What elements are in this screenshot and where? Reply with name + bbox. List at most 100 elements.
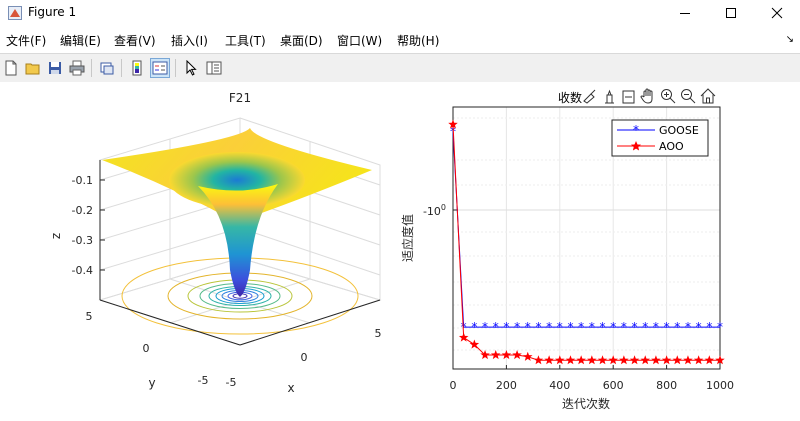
- data-point-goose: *: [642, 320, 648, 334]
- menu-tools[interactable]: 工具(T): [225, 34, 266, 48]
- axes-toolbar-extra: 数: [570, 90, 582, 105]
- colorbar-icon: [132, 60, 142, 76]
- legend-entry-goose: * GOOSE: [617, 123, 699, 137]
- toolbar: [0, 53, 800, 83]
- legend-label-aoo: AOO: [659, 140, 684, 153]
- convergence-plot-box: [452, 106, 721, 370]
- data-point-goose: *: [471, 320, 477, 334]
- data-point-goose: *: [535, 320, 541, 334]
- x-tick-label: -5: [226, 376, 237, 389]
- open-file-button[interactable]: [23, 58, 43, 78]
- x-tick-label: 600: [603, 379, 624, 392]
- data-point-aoo: [448, 119, 458, 129]
- minimize-button[interactable]: [662, 0, 708, 26]
- property-inspector-button[interactable]: [204, 58, 224, 78]
- open-folder-icon: [25, 63, 40, 75]
- convergence-axes[interactable]: * * * * * * * * * * * * * * * * * * * * * * * * * * 0 200 400 600 800…: [400, 88, 734, 411]
- data-point-goose: *: [664, 320, 670, 334]
- data-tips-icon[interactable]: [605, 89, 614, 104]
- brush-icon[interactable]: [583, 89, 596, 104]
- data-point-aoo: [544, 355, 554, 365]
- save-button[interactable]: [45, 58, 65, 78]
- x-axis-label: x: [287, 381, 294, 395]
- matlab-figure-icon: [8, 6, 22, 20]
- data-point-goose: *: [717, 320, 723, 334]
- z-axis-label: z: [49, 233, 63, 239]
- edit-plot-button[interactable]: [181, 58, 201, 78]
- menu-help[interactable]: 帮助(H): [397, 34, 440, 48]
- convergence-x-ticks: 0 200 400 600 800 1000: [450, 365, 734, 392]
- legend[interactable]: * GOOSE AOO: [611, 119, 709, 157]
- link-plot-icon: [100, 62, 114, 75]
- data-point-goose: *: [503, 320, 509, 334]
- data-point-aoo: [672, 355, 683, 365]
- data-point-aoo: [704, 355, 715, 365]
- x-tick-label: 200: [496, 379, 517, 392]
- x-tick-label: 5: [375, 327, 382, 340]
- new-file-icon: [5, 60, 17, 76]
- y-tick-label: -5: [198, 374, 209, 387]
- pan-icon[interactable]: [640, 88, 653, 104]
- series-line-goose: [452, 131, 720, 328]
- data-point-aoo: [523, 351, 533, 361]
- link-plot-button[interactable]: [97, 58, 117, 78]
- x-tick-label: 1000: [706, 379, 734, 392]
- surface-funnel: [198, 184, 278, 297]
- menu-file[interactable]: 文件(F): [6, 34, 47, 48]
- maximize-button[interactable]: [708, 0, 754, 26]
- print-icon: [69, 60, 85, 76]
- pointer-arrow-icon: [186, 60, 197, 76]
- data-point-goose: *: [600, 320, 606, 334]
- close-button[interactable]: [754, 0, 800, 26]
- x-tick-label: 0: [301, 351, 308, 364]
- convergence-y-label: 适应度值: [400, 214, 415, 262]
- figure-canvas: F21 -0.1 -0.2 -0.3 -0.4 z 5 0 -5 y -5 0 …: [0, 82, 800, 418]
- data-point-goose: *: [493, 320, 499, 334]
- x-tick-label: 400: [549, 379, 570, 392]
- data-point-goose: *: [632, 320, 638, 334]
- x-tick-label: 0: [450, 379, 457, 392]
- data-point-aoo: [576, 355, 586, 365]
- menu-window[interactable]: 窗口(W): [337, 34, 383, 48]
- print-button[interactable]: [67, 58, 87, 78]
- data-point-goose: *: [653, 320, 659, 334]
- menu-insert[interactable]: 插入(I): [171, 34, 208, 48]
- data-point-aoo: [597, 355, 608, 365]
- zoom-out-icon[interactable]: [681, 89, 696, 104]
- menu-edit[interactable]: 编辑(E): [60, 34, 101, 48]
- y-tick-label: 0: [143, 342, 150, 355]
- legend-label-goose: GOOSE: [659, 124, 699, 137]
- z-tick-label: -0.3: [72, 234, 93, 247]
- save-axes-icon[interactable]: [622, 90, 635, 104]
- data-point-aoo: [555, 355, 565, 365]
- z-tick-label: -0.4: [72, 264, 93, 277]
- y-tick-label: 5: [86, 310, 93, 323]
- menu-desktop[interactable]: 桌面(D): [280, 34, 323, 48]
- insert-legend-button[interactable]: [150, 58, 170, 78]
- data-point-goose: *: [557, 320, 563, 334]
- surface-axes[interactable]: F21 -0.1 -0.2 -0.3 -0.4 z 5 0 -5 y -5 0 …: [49, 91, 382, 395]
- data-point-goose: *: [610, 320, 616, 334]
- home-icon[interactable]: [700, 88, 716, 104]
- convergence-series: * * * * * * * * * * * * * * * * * * * * * * * * * *: [448, 119, 725, 365]
- data-point-aoo: [565, 355, 576, 365]
- data-point-goose: *: [696, 320, 702, 334]
- data-point-aoo: [469, 339, 480, 349]
- menu-view[interactable]: 查看(V): [114, 34, 156, 48]
- data-point-goose: *: [706, 320, 712, 334]
- figure-svg: F21 -0.1 -0.2 -0.3 -0.4 z 5 0 -5 y -5 0 …: [49, 88, 734, 411]
- insert-colorbar-button[interactable]: [127, 58, 147, 78]
- dock-arrow-icon[interactable]: ↘: [785, 34, 794, 45]
- minimize-icon: [680, 13, 690, 14]
- data-point-aoo: [480, 350, 490, 360]
- data-point-aoo: [533, 355, 544, 365]
- maximize-icon: [726, 8, 736, 18]
- data-point-goose: *: [567, 320, 573, 334]
- zoom-in-icon[interactable]: [661, 89, 676, 104]
- axes-toolbar: 收 数: [558, 88, 716, 105]
- new-figure-button[interactable]: [1, 58, 21, 78]
- data-point-aoo: [490, 350, 501, 360]
- title-bar: Figure 1: [0, 0, 800, 26]
- data-point-aoo: [693, 355, 704, 365]
- surface-axis-lines: [99, 160, 381, 346]
